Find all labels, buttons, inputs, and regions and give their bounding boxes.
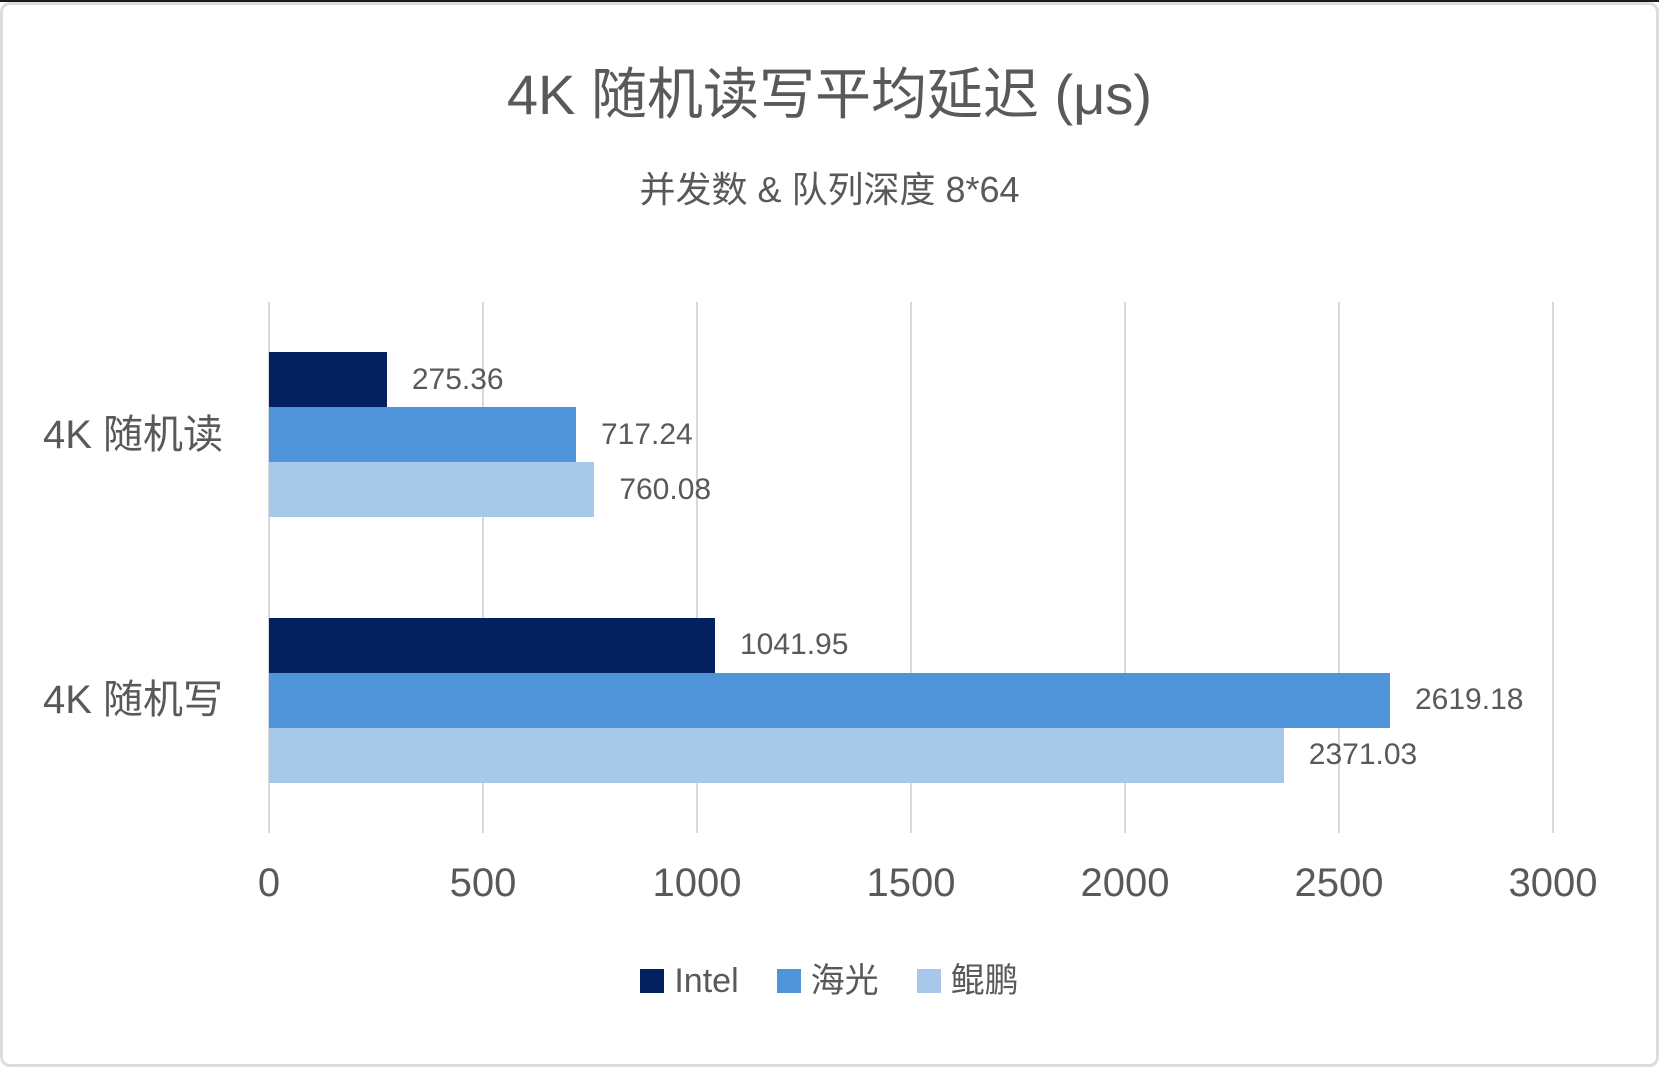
gridline (910, 302, 912, 833)
legend: Intel 海光 鲲鹏 (3, 961, 1656, 1001)
bar-鲲鹏-4K 随机读 (269, 462, 595, 517)
bar-Intel-4K 随机写 (269, 617, 715, 673)
legend-item-海光: 海光 (776, 961, 879, 1001)
legend-swatch-icon (916, 969, 941, 993)
legend-label: 鲲鹏 (950, 962, 1019, 1000)
bar-value-label: 2371.03 (1308, 738, 1418, 771)
legend-item-鲲鹏: 鲲鹏 (916, 961, 1019, 1001)
x-axis-tick: 2000 (1080, 861, 1170, 905)
bar-Intel-4K 随机读 (269, 352, 387, 407)
x-axis-tick: 2500 (1294, 861, 1384, 905)
gridline (482, 302, 484, 833)
bar-value-label: 275.36 (411, 362, 504, 396)
x-axis-tick: 500 (449, 861, 517, 905)
bar-value-label: 717.24 (600, 417, 693, 451)
chart-title: 4K 随机读写平均延迟 (μs) (506, 63, 1153, 126)
bar-value-label: 1041.95 (739, 628, 849, 661)
legend-item-Intel: Intel (640, 961, 739, 1001)
x-axis-tick: 1500 (866, 861, 956, 905)
gridline (696, 302, 698, 833)
legend-swatch-icon (776, 969, 801, 993)
bar-value-label: 760.08 (619, 472, 712, 506)
legend-label: 海光 (810, 962, 879, 1000)
x-axis-tick: 0 (257, 861, 281, 905)
legend-label: Intel (674, 962, 739, 1000)
window-top-edge (0, 0, 1659, 2)
bar-value-label: 2619.18 (1415, 683, 1524, 716)
bar-海光-4K 随机写 (269, 672, 1390, 728)
x-axis-tick: 3000 (1508, 861, 1598, 905)
category-label: 4K 随机写 (42, 678, 223, 722)
gridline (1552, 302, 1554, 833)
gridline (268, 302, 270, 833)
gridline (1124, 302, 1126, 833)
bar-鲲鹏-4K 随机写 (269, 727, 1284, 783)
bar-海光-4K 随机读 (269, 407, 576, 462)
plot-area: 275.36 717.24 760.08 1041.95 2619.18 2371.03 (268, 302, 1554, 833)
chart-subtitle: 并发数 & 队列深度 8*64 (639, 169, 1020, 210)
x-axis-tick: 1000 (652, 861, 742, 905)
legend-swatch-icon (640, 969, 665, 993)
category-label: 4K 随机读 (42, 412, 223, 457)
gridline (1338, 302, 1340, 833)
